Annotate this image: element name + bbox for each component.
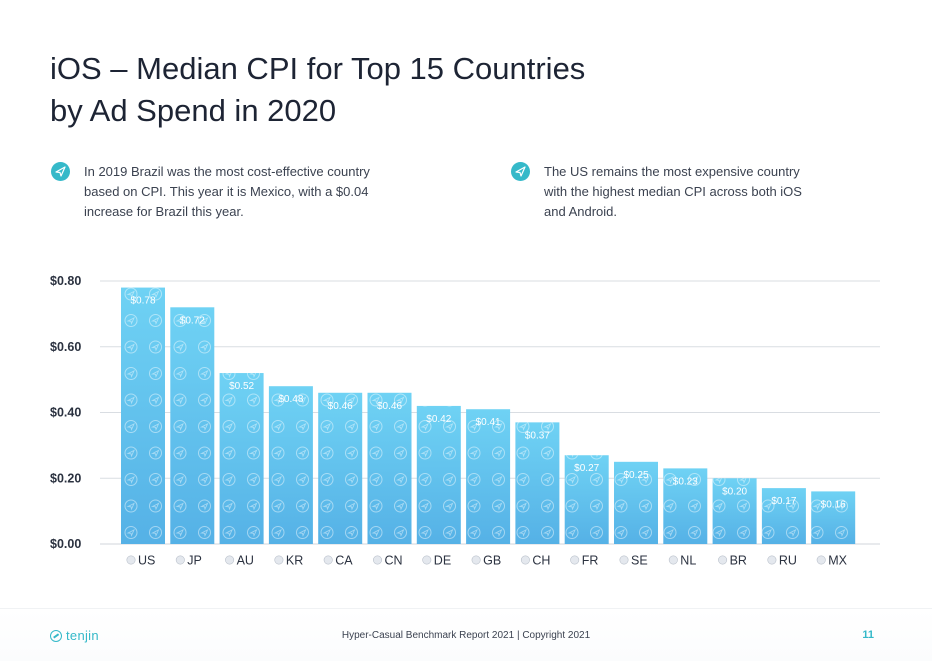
- plane-icon: [51, 162, 70, 181]
- insight-note-2-line-2: with the highest median CPI across both …: [544, 184, 802, 199]
- insight-note-2-line-1: The US remains the most expensive countr…: [544, 164, 800, 179]
- x-tick-label: KR: [286, 554, 303, 568]
- bar-chart: $0.00 $0.20 $0.40 $0.60 $0.80 $0.78 US $0.72 JP $…: [50, 274, 880, 568]
- data-label: $0.25: [623, 470, 648, 481]
- y-tick-label: $0.80: [50, 274, 81, 288]
- data-label: $0.27: [574, 463, 599, 474]
- insight-note-2-line-3: and Android.: [544, 204, 618, 219]
- data-label: $0.42: [426, 414, 451, 425]
- bar-pattern: [761, 488, 806, 544]
- data-label: $0.46: [328, 401, 353, 412]
- bar-pattern: [268, 386, 313, 544]
- page-title-line-1: iOS – Median CPI for Top 15 Countries: [50, 51, 586, 86]
- x-tick-label: AU: [237, 554, 254, 568]
- bar-pattern: [515, 422, 560, 544]
- bar-pattern: [219, 373, 264, 544]
- y-tick-label: $0.00: [50, 537, 81, 551]
- y-tick-label: $0.20: [50, 471, 81, 485]
- au-flag-icon: [225, 555, 235, 565]
- se-flag-icon: [619, 555, 629, 565]
- x-tick-label: CH: [532, 554, 550, 568]
- brand-logo: tenjin: [50, 628, 99, 643]
- ru-flag-icon: [767, 555, 777, 565]
- nl-flag-icon: [668, 555, 678, 565]
- x-tick-label: CN: [385, 554, 403, 568]
- bar-pattern: [416, 405, 461, 544]
- data-label: $0.78: [130, 296, 155, 307]
- br-flag-icon: [718, 555, 728, 565]
- bar-pattern: [318, 392, 363, 544]
- insight-note-1-line-2: based on CPI. This year it is Mexico, wi…: [84, 184, 369, 199]
- bar-pattern: [564, 455, 609, 544]
- cn-flag-icon: [372, 555, 382, 565]
- x-tick-label: FR: [582, 554, 599, 568]
- tenjin-logo-icon: [50, 629, 62, 642]
- data-label: $0.37: [525, 430, 550, 441]
- data-label: $0.46: [377, 401, 402, 412]
- bar-pattern: [663, 468, 708, 544]
- jp-flag-icon: [175, 555, 185, 565]
- footer-report-text: Hyper-Casual Benchmark Report 2021 | Cop…: [341, 630, 591, 641]
- y-tick-label: $0.40: [50, 406, 81, 420]
- bar-pattern: [367, 392, 412, 544]
- plane-icon: [511, 162, 530, 181]
- data-label: $0.52: [229, 381, 254, 392]
- insight-note-1-line-3: increase for Brazil this year.: [84, 204, 244, 219]
- x-tick-label: NL: [680, 554, 696, 568]
- bar-pattern: [466, 409, 511, 544]
- x-tick-label: US: [138, 554, 155, 568]
- x-tick-label: JP: [187, 554, 202, 568]
- page-number: 11: [862, 629, 874, 641]
- x-tick-label: GB: [483, 554, 501, 568]
- bar-pattern: [121, 287, 165, 544]
- data-label: $0.20: [722, 486, 747, 497]
- us-flag-icon: [126, 555, 136, 565]
- mx-flag-icon: [816, 555, 826, 565]
- insight-note-2-text: The US remains the most expensive countr…: [544, 162, 802, 222]
- de-flag-icon: [422, 555, 432, 565]
- data-label: $0.72: [180, 315, 205, 326]
- ch-flag-icon: [520, 555, 530, 565]
- gb-flag-icon: [471, 555, 481, 565]
- data-label: $0.48: [278, 394, 303, 405]
- insight-note-2: The US remains the most expensive countr…: [511, 162, 851, 222]
- insight-note-1-text: In 2019 Brazil was the most cost-effecti…: [84, 162, 370, 222]
- x-tick-label: RU: [779, 554, 797, 568]
- fr-flag-icon: [570, 555, 580, 565]
- y-tick-label: $0.60: [50, 340, 81, 354]
- x-tick-label: CA: [335, 554, 353, 568]
- data-label: $0.23: [673, 476, 698, 487]
- page-footer: [0, 608, 932, 661]
- insight-note-1: In 2019 Brazil was the most cost-effecti…: [51, 162, 391, 222]
- bar-pattern: [712, 478, 757, 544]
- kr-flag-icon: [274, 555, 284, 565]
- data-label: $0.16: [821, 499, 846, 510]
- insight-note-1-line-1: In 2019 Brazil was the most cost-effecti…: [84, 164, 370, 179]
- x-tick-label: DE: [434, 554, 451, 568]
- ca-flag-icon: [323, 555, 333, 565]
- bar-pattern: [811, 491, 856, 544]
- bar-pattern: [170, 307, 215, 544]
- data-label: $0.41: [476, 417, 501, 428]
- x-tick-label: BR: [730, 554, 747, 568]
- x-tick-label: MX: [828, 554, 847, 568]
- brand-name: tenjin: [66, 628, 99, 643]
- x-tick-label: SE: [631, 554, 648, 568]
- bar-pattern: [614, 461, 658, 544]
- page-title: iOS – Median CPI for Top 15 Countries by…: [50, 48, 770, 132]
- page-title-line-2: by Ad Spend in 2020: [50, 93, 337, 128]
- data-label: $0.17: [771, 496, 796, 507]
